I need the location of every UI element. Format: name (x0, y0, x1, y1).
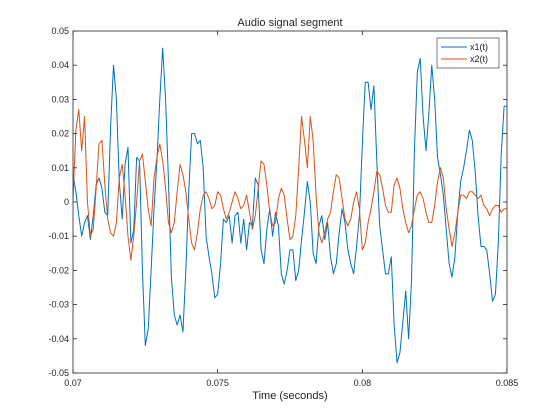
y-tick-label: 0 (64, 197, 69, 207)
legend: x1(t) x2(t) (436, 37, 500, 69)
legend-box (436, 37, 500, 69)
plot-area (73, 31, 507, 373)
y-tick-label: 0.03 (51, 94, 69, 104)
y-tick-label: 0.05 (51, 26, 69, 36)
series-layer (73, 47, 507, 364)
y-tick-label: -0.02 (48, 265, 69, 275)
y-tick-label: -0.01 (48, 231, 69, 241)
series-line-1 (73, 47, 507, 364)
y-tick-label: -0.05 (48, 368, 69, 378)
y-tick-label: -0.03 (48, 300, 69, 310)
series-line-2 (73, 109, 507, 261)
legend-label-1: x1(t) (470, 42, 488, 52)
axes-layer: 0.07 0.075 0.08 0.085 -0.05 -0.04 -0.03 -0.02 -0… (48, 26, 518, 388)
x-tick-label: 0.085 (496, 378, 519, 388)
y-tick-label: -0.04 (48, 334, 69, 344)
chart-title: Audio signal segment (237, 17, 342, 29)
y-tick-label: 0.01 (51, 163, 69, 173)
y-tick-label: 0.04 (51, 60, 69, 70)
y-tick-label: 0.02 (51, 129, 69, 139)
x-axis-label: Time (seconds) (252, 390, 327, 402)
x-tick-label: 0.075 (206, 378, 229, 388)
legend-label-2: x2(t) (470, 54, 488, 64)
x-tick-label: 0.08 (354, 378, 372, 388)
x-tick-label: 0.07 (64, 378, 82, 388)
